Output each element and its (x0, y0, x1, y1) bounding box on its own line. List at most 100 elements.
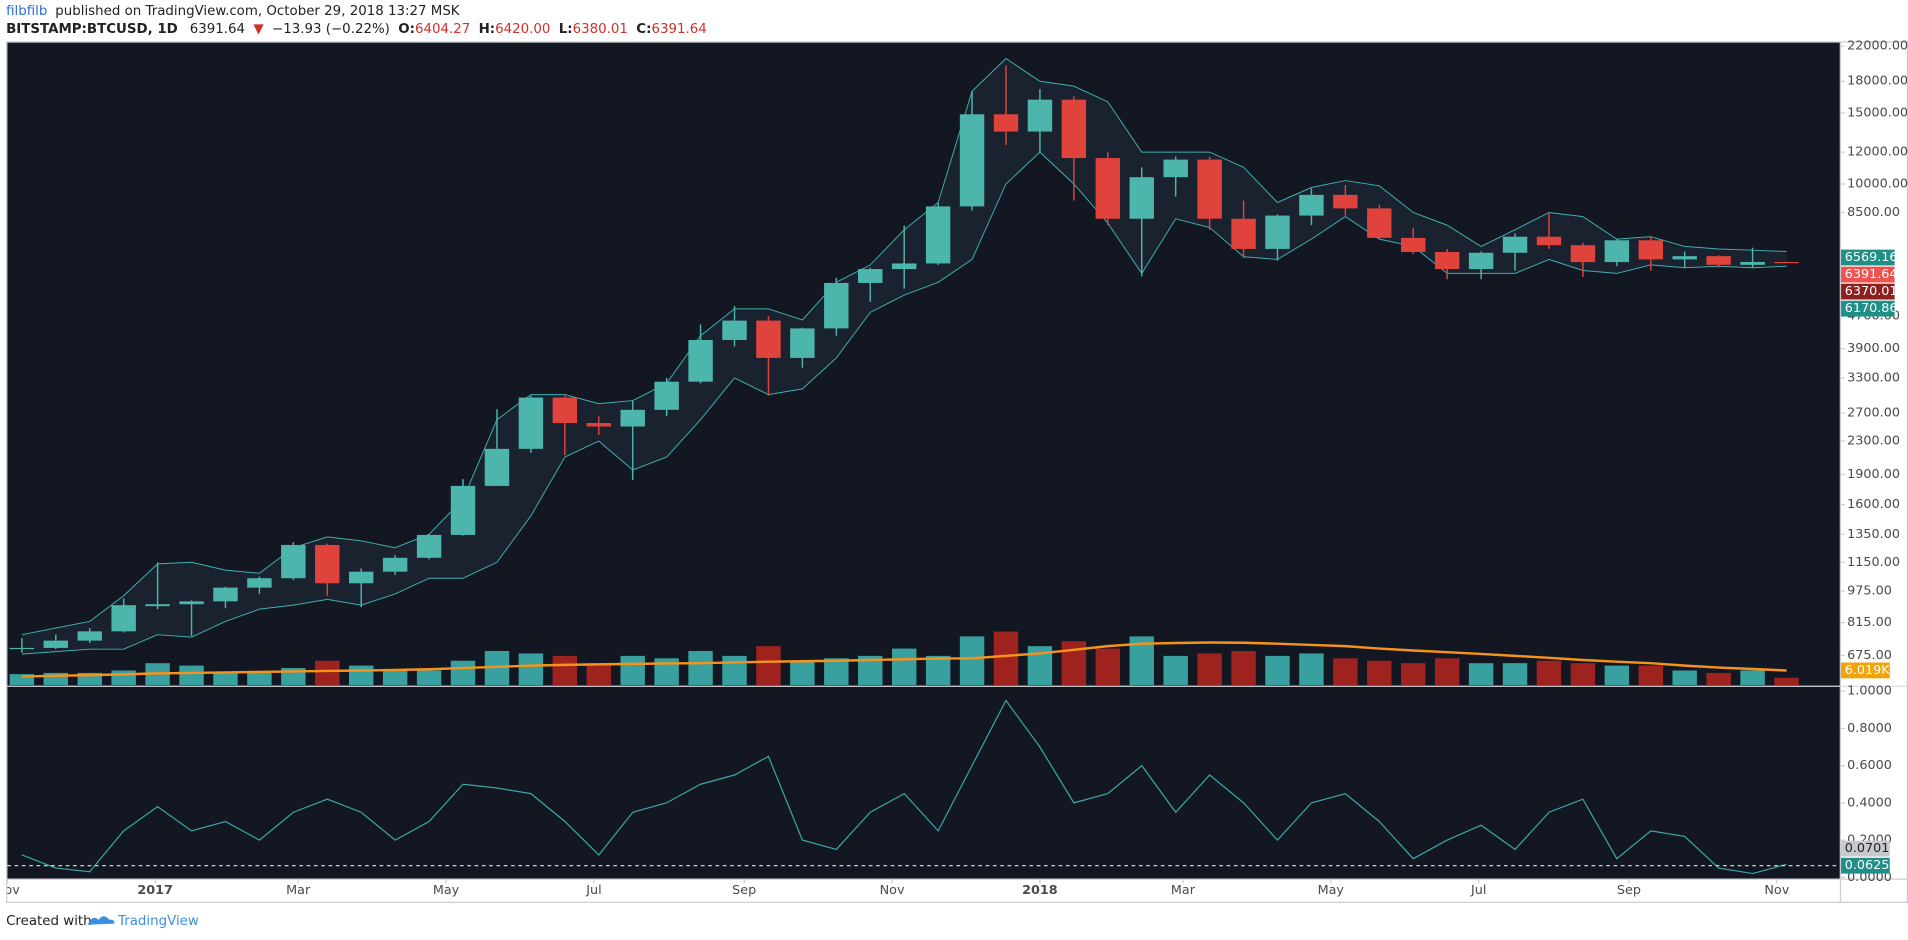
volume-bar (9, 674, 35, 686)
volume-bar (925, 655, 951, 686)
price-label: 6391.64 (1845, 267, 1898, 282)
volume-bar (959, 636, 985, 686)
x-tick-label: Sep (1617, 883, 1641, 898)
volume-bar (756, 646, 781, 686)
candle-body (756, 320, 781, 358)
candle-body (620, 409, 645, 427)
candle-body (1570, 245, 1596, 263)
volume-bar (1231, 651, 1256, 686)
y-tick-label: 18000.00 (1847, 74, 1908, 89)
candle-body (891, 263, 917, 270)
volume-bar (1095, 648, 1121, 686)
volume-bar (824, 658, 849, 686)
candle-body (1095, 158, 1121, 219)
ohlc-key: L: (559, 22, 573, 37)
candle-body (993, 114, 1019, 132)
volume-bar (348, 665, 374, 686)
volume-bar (688, 651, 713, 686)
candle-body (824, 282, 849, 329)
candle-body (959, 114, 985, 207)
volume-bar (1401, 663, 1426, 686)
volume-bar (1265, 655, 1290, 686)
candle-body (1672, 256, 1697, 260)
volume-bar (722, 655, 747, 686)
candle-body (1231, 218, 1256, 249)
x-tick-label: May (433, 883, 460, 898)
candle-body (1129, 177, 1154, 219)
y-tick-label: 2300.00 (1847, 434, 1900, 449)
volume-bar (891, 648, 917, 686)
candle-body (348, 571, 374, 584)
indicator-label-box (1841, 857, 1890, 874)
candle-body (450, 485, 476, 535)
volume-bar (179, 665, 204, 686)
x-tick-label: Mar (286, 883, 311, 898)
candle-body (281, 544, 306, 579)
y-tick-label: 675.00 (1847, 648, 1892, 663)
y-tick-label: 2700.00 (1847, 406, 1900, 421)
candle-body (111, 605, 136, 632)
volume-bar (790, 660, 815, 686)
volume-bar (1706, 672, 1731, 686)
value-labels: 6569.16 6391.64 6370.01 6170.86 6.019K 0.0625… (1841, 249, 1898, 874)
candle-body (1434, 252, 1460, 270)
candle-body (1536, 236, 1562, 246)
change: −13.93 (−0.22%) (272, 22, 390, 37)
ohlc-key: O: (398, 22, 415, 37)
volume-bar (552, 655, 578, 686)
y-tick-label: 1600.00 (1847, 497, 1900, 512)
volume-bar (1570, 663, 1596, 686)
y-tick-label: 3900.00 (1847, 341, 1900, 356)
volume-bar (518, 653, 544, 686)
volume-bar (1536, 660, 1562, 686)
header-line-1: filbfilb published on TradingView.com, O… (6, 4, 461, 19)
candle-body (9, 647, 35, 650)
candle-body (1706, 256, 1731, 265)
candle-body (382, 557, 408, 572)
candle-body (247, 578, 272, 588)
volume-bar (247, 671, 272, 686)
y-tick-label: 1.0000 (1847, 684, 1892, 699)
candle-body (213, 587, 238, 602)
volume-ma (21, 641, 1787, 678)
y-tick-label: 22000.00 (1847, 39, 1908, 54)
volume-bar (993, 631, 1019, 686)
last-price: 6391.64 (190, 22, 245, 37)
bollinger-lower (21, 151, 1787, 655)
x-tick-label: May (1318, 883, 1345, 898)
y-tick-label: 1350.00 (1847, 527, 1900, 542)
candle-body (1740, 261, 1765, 265)
x-tick-label: Mar (1171, 883, 1196, 898)
y-tick-label: 1150.00 (1847, 555, 1900, 570)
ohlc-value: 6380.01 (573, 22, 628, 37)
volume-bar (1638, 665, 1663, 686)
y-tick-label: 0.8000 (1847, 721, 1892, 736)
volume-bar (1604, 665, 1630, 686)
x-tick-label: Jul (1470, 883, 1486, 898)
candle-body (315, 544, 340, 584)
footer-brand[interactable]: TradingView (117, 914, 199, 929)
candle-body (1774, 261, 1799, 264)
candle-body (179, 601, 204, 605)
volume-bar (1197, 653, 1222, 686)
candle-body (518, 397, 544, 449)
volume-bar (586, 663, 611, 686)
footer-text: Created with (6, 914, 92, 929)
plot-background (7, 42, 1840, 879)
ohlc-key: H: (479, 22, 496, 37)
author[interactable]: filbfilb (6, 4, 47, 19)
volume-bar (315, 660, 340, 686)
candle-body (858, 269, 883, 283)
price-label-box (1841, 283, 1895, 300)
ohlc-value: 6420.00 (495, 22, 550, 37)
y-tick-label: 975.00 (1847, 584, 1892, 599)
candle-body (1638, 240, 1663, 260)
price-label-box (1841, 249, 1895, 266)
price-label: 6170.86 (1845, 301, 1898, 316)
y-tick-label: 8500.00 (1847, 205, 1900, 220)
candle-body (1468, 252, 1494, 270)
candle-body (1333, 194, 1358, 209)
candle-body (77, 631, 102, 641)
